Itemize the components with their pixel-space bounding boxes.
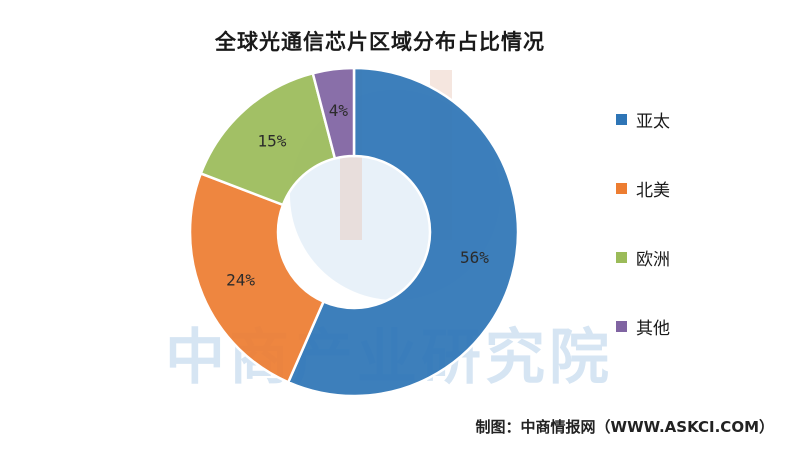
legend-swatch-1 [616,113,627,125]
pie-slice-1 [286,66,520,398]
source-caption: 制图：中商情报网（WWW.ASKCI.COM） [475,418,774,436]
legend-label-3: 欧洲 [636,249,670,270]
legend-item-2: 北美 [616,177,736,201]
slice-data-label-1: 56% [460,248,489,267]
chart-legend: 亚太 北美 欧洲 其他 [616,108,736,384]
legend-swatch-4 [616,320,627,332]
legend-label-1: 亚太 [636,111,670,132]
chart-title: 全球光通信芯片区域分布占比情况 [215,30,545,54]
legend-item-3: 欧洲 [616,246,736,270]
legend-label-2: 北美 [636,180,670,201]
legend-item-1: 亚太 [616,108,736,132]
pie-slice-3 [199,71,337,207]
slice-data-label-2: 24% [226,271,255,290]
legend-swatch-3 [616,251,627,263]
legend-swatch-2 [616,182,627,194]
pie-slice-2 [188,171,326,384]
legend-item-4: 其他 [616,315,736,339]
slice-data-label-3: 15% [258,131,287,150]
pie-slice-4 [311,66,356,160]
slice-data-label-4: 4% [329,101,349,120]
legend-label-4: 其他 [636,318,670,339]
